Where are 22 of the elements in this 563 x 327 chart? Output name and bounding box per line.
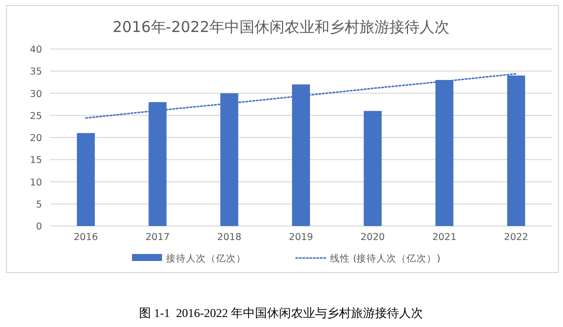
caption: 图 1-1 2016-2022 年中国休闲农业与乡村旅游接待人次	[139, 306, 423, 320]
x-tick-label: 2022	[504, 232, 528, 243]
legend-label: 线性 (接待人次（亿次）)	[330, 252, 440, 264]
y-tick-label: 5	[36, 199, 42, 210]
x-tick-label: 2020	[360, 232, 385, 243]
y-tick-label: 40	[30, 44, 42, 56]
y-tick-label: 15	[30, 155, 42, 166]
y-tick-label: 30	[30, 88, 42, 100]
x-tick-label: 2019	[288, 232, 314, 243]
x-tick-label: 2016	[74, 232, 98, 243]
legend-label: 接待人次（亿次）	[166, 252, 246, 264]
x-tick-label: 2021	[432, 232, 457, 243]
y-tick-label: 35	[30, 66, 42, 78]
y-tick-label: 20	[30, 133, 42, 144]
chart-title: 2016年-2022年中国休闲农业和乡村旅游接待人次	[112, 18, 450, 36]
y-tick-label: 10	[30, 177, 42, 188]
x-tick-label: 2018	[217, 232, 242, 243]
x-tick-label: 2017	[145, 232, 170, 243]
y-tick-label: 0	[36, 222, 42, 232]
y-tick-label: 25	[30, 110, 42, 122]
bar	[364, 110, 382, 226]
bar	[76, 133, 95, 226]
